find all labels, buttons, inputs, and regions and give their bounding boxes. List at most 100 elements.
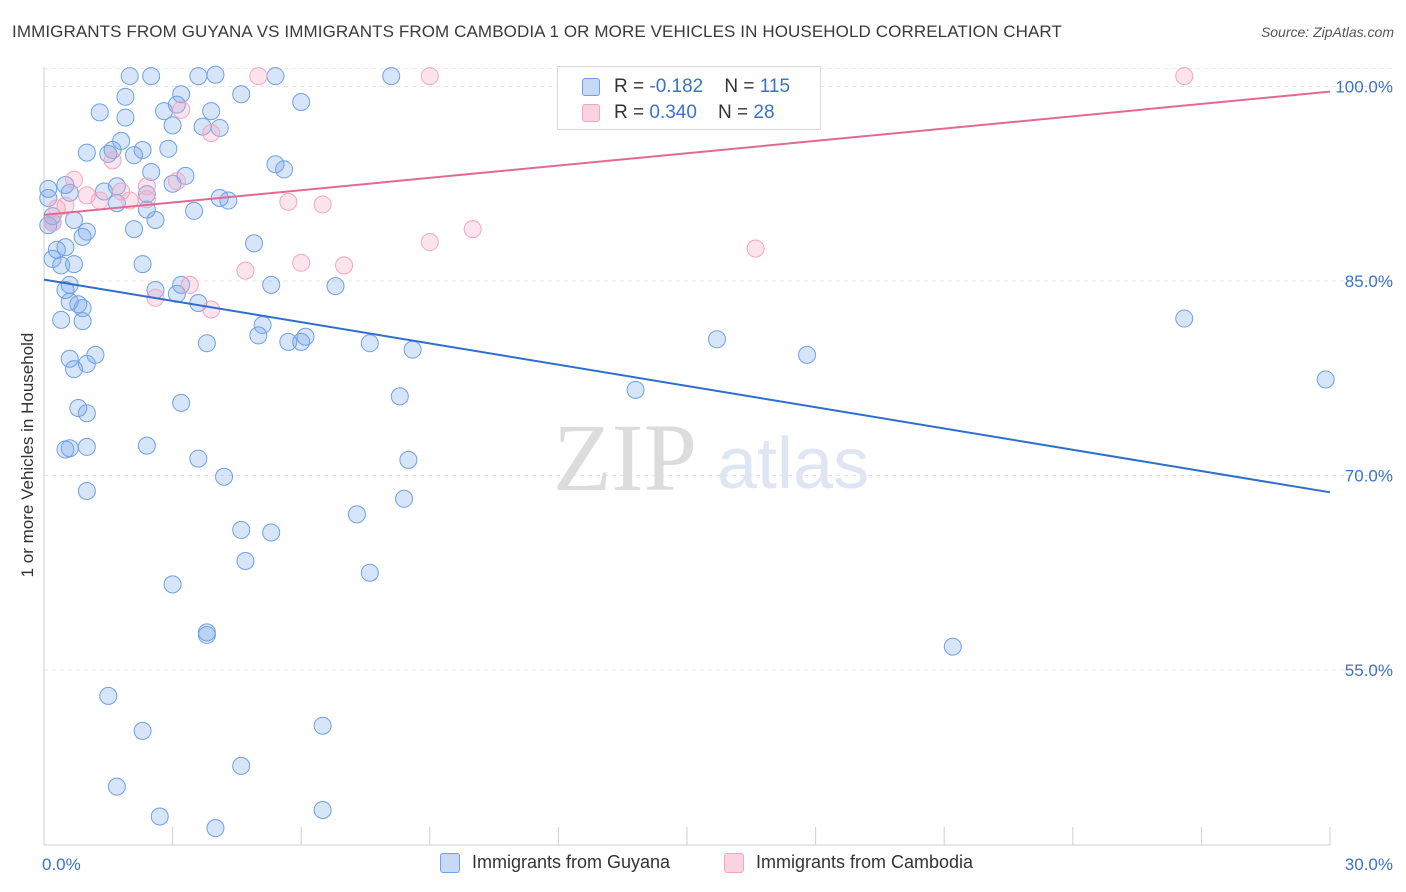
- point-guyana: [390, 387, 409, 406]
- point-guyana: [146, 211, 165, 230]
- point-guyana: [69, 399, 88, 418]
- chart-title: IMMIGRANTS FROM GUYANA VS IMMIGRANTS FRO…: [12, 22, 1062, 41]
- point-guyana: [73, 312, 92, 331]
- point-guyana: [65, 255, 84, 274]
- point-cambodia: [202, 124, 221, 143]
- point-cambodia: [420, 67, 439, 86]
- point-cambodia: [335, 256, 354, 275]
- point-guyana: [77, 437, 96, 456]
- point-guyana: [163, 116, 182, 135]
- point-cambodia: [236, 261, 255, 280]
- point-guyana: [206, 65, 225, 84]
- point-guyana: [172, 393, 191, 412]
- bottom-legend-label-guyana: Immigrants from Guyana: [472, 852, 671, 872]
- trend-line-guyana: [43, 278, 1331, 494]
- point-guyana: [206, 819, 225, 838]
- point-guyana: [189, 449, 208, 468]
- point-guyana: [266, 155, 285, 174]
- point-guyana: [360, 334, 379, 353]
- series-cambodia-points: [43, 67, 1194, 319]
- point-guyana: [266, 67, 285, 86]
- y-tick-label: 55.0%: [1345, 661, 1393, 680]
- point-guyana: [60, 349, 79, 368]
- point-guyana: [159, 139, 178, 158]
- y-axis-label: 1 or more Vehicles in Household: [18, 333, 37, 578]
- point-guyana: [403, 340, 422, 359]
- point-guyana: [360, 563, 379, 582]
- x-tick-label: 0.0%: [42, 855, 81, 874]
- point-guyana: [279, 332, 298, 351]
- point-cambodia: [137, 190, 156, 209]
- point-guyana: [142, 67, 161, 86]
- point-guyana: [253, 316, 272, 335]
- point-guyana: [56, 281, 75, 300]
- legend-text-guyana: R = -0.182 N = 115: [614, 76, 791, 97]
- point-cambodia: [313, 195, 332, 214]
- point-guyana: [275, 160, 294, 179]
- point-guyana: [107, 777, 126, 796]
- point-guyana: [137, 185, 156, 204]
- point-guyana: [163, 575, 182, 594]
- point-guyana: [326, 277, 345, 296]
- point-guyana: [116, 87, 135, 106]
- point-guyana: [172, 85, 191, 104]
- point-guyana: [395, 489, 414, 508]
- point-guyana: [142, 163, 161, 182]
- point-guyana: [77, 222, 96, 241]
- point-cambodia: [292, 253, 311, 272]
- point-cambodia: [65, 170, 84, 189]
- watermark-atlas: atlas: [717, 424, 869, 504]
- point-guyana: [137, 436, 156, 455]
- watermark-zip: ZIP: [553, 404, 697, 511]
- point-cambodia: [463, 220, 482, 239]
- point-guyana: [296, 327, 315, 346]
- tick-labels: 55.0% 70.0% 85.0% 100.0% 0.0% 30.0%: [42, 77, 1393, 874]
- point-cambodia: [1175, 67, 1194, 86]
- point-guyana: [943, 637, 962, 656]
- point-guyana: [219, 191, 238, 210]
- point-guyana: [125, 220, 144, 239]
- gridlines: [44, 67, 1392, 671]
- point-guyana: [262, 275, 281, 294]
- point-guyana: [236, 552, 255, 571]
- point-guyana: [313, 800, 332, 819]
- y-tick-label: 85.0%: [1345, 272, 1393, 291]
- point-cambodia: [103, 151, 122, 170]
- point-guyana: [77, 143, 96, 162]
- trend-line-cambodia: [43, 90, 1331, 216]
- point-guyana: [39, 179, 58, 198]
- point-guyana: [116, 108, 135, 127]
- point-guyana: [215, 467, 234, 486]
- point-guyana: [189, 67, 208, 86]
- point-guyana: [86, 345, 105, 364]
- point-guyana: [60, 439, 79, 458]
- point-guyana: [313, 716, 332, 735]
- point-guyana: [197, 623, 216, 642]
- point-guyana: [262, 523, 281, 542]
- point-guyana: [176, 166, 195, 185]
- point-cambodia: [172, 100, 191, 119]
- y-tick-label: 100.0%: [1335, 77, 1393, 96]
- point-guyana: [120, 67, 139, 86]
- point-cambodia: [746, 239, 765, 258]
- point-cambodia: [56, 196, 75, 215]
- point-guyana: [56, 238, 75, 257]
- point-guyana: [708, 330, 727, 349]
- point-cambodia: [180, 275, 199, 294]
- legend-swatch-guyana: [582, 78, 600, 96]
- point-guyana: [77, 482, 96, 501]
- series-guyana-points: [39, 65, 1335, 838]
- point-guyana: [626, 380, 645, 399]
- legend-swatch-cambodia: [582, 104, 600, 122]
- watermark: ZIP atlas: [553, 404, 869, 511]
- point-guyana: [185, 201, 204, 220]
- point-guyana: [77, 404, 96, 423]
- point-guyana: [347, 505, 366, 524]
- y-tick-label: 70.0%: [1345, 466, 1393, 485]
- point-guyana: [133, 721, 152, 740]
- point-cambodia: [137, 177, 156, 196]
- point-guyana: [798, 345, 817, 364]
- point-guyana: [133, 140, 152, 159]
- point-guyana: [52, 310, 71, 329]
- point-cambodia: [90, 191, 109, 210]
